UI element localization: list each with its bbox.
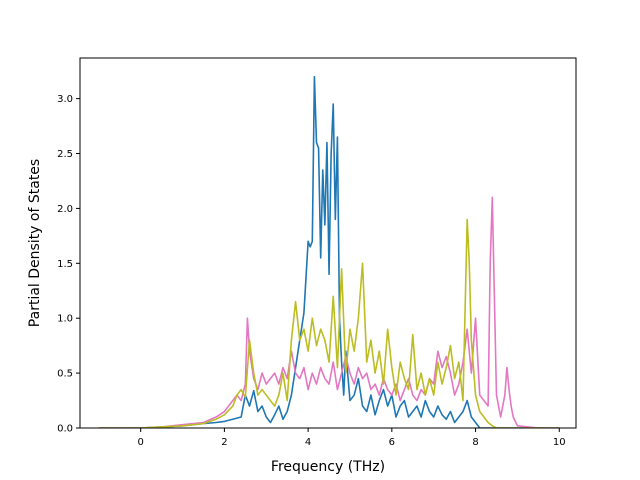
series-line-2 (98, 196, 560, 428)
series-line-3 (98, 218, 560, 428)
x-axis-ticks: 0 2 4 6 8 10 (138, 428, 566, 448)
x-tick-label: 0 (138, 437, 144, 448)
y-tick-label: 2.0 (57, 204, 73, 215)
y-axis-ticks: 0.0 0.5 1.0 1.5 2.0 2.5 3.0 (57, 94, 80, 435)
x-tick-label: 6 (389, 437, 395, 448)
series-line-1 (98, 75, 560, 428)
x-tick-label: 2 (221, 437, 227, 448)
y-axis-label: Partial Density of States (27, 159, 43, 327)
plot-frame (79, 57, 577, 429)
y-tick-label: 1.0 (57, 314, 73, 325)
series-layer (98, 75, 560, 428)
x-axis-label: Frequency (THz) (271, 459, 385, 475)
y-tick-label: 0.0 (57, 424, 73, 435)
y-tick-label: 2.5 (57, 149, 73, 160)
y-tick-label: 1.5 (57, 259, 73, 270)
x-tick-label: 4 (305, 437, 311, 448)
x-tick-label: 8 (472, 437, 478, 448)
y-tick-label: 0.5 (57, 369, 73, 380)
y-tick-label: 3.0 (57, 94, 73, 105)
x-tick-label: 10 (553, 437, 566, 448)
